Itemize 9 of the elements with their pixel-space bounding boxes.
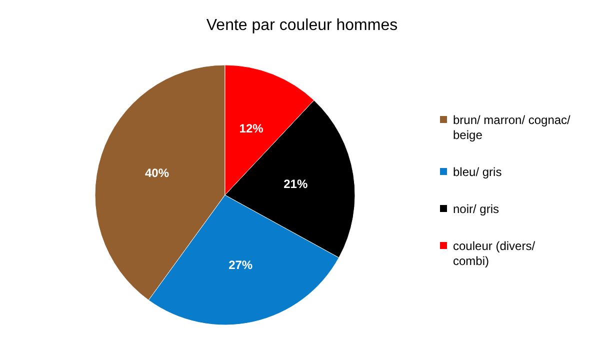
legend-label: brun/ marron/ cognac/ beige [453, 113, 572, 142]
chart-title: Vente par couleur hommes [206, 17, 398, 34]
data-label: 40% [144, 166, 170, 180]
legend-label: couleur (divers/ combi) [453, 239, 536, 268]
data-label: 12% [239, 122, 264, 136]
legend-label: bleu/ gris [453, 165, 502, 180]
data-label: 27% [228, 258, 253, 272]
data-label: 21% [284, 177, 308, 192]
legend-label: noir/ gris [453, 202, 500, 216]
